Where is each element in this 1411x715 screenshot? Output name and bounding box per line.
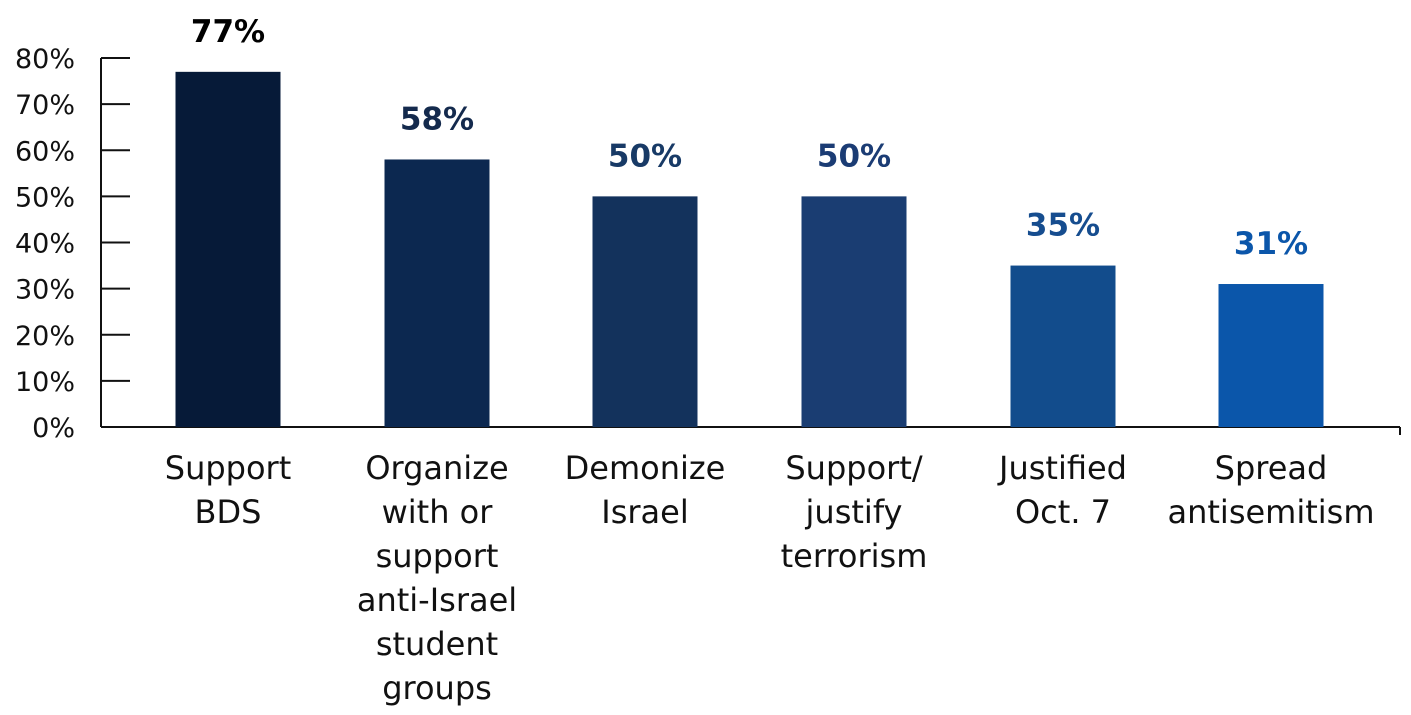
y-tick-label: 10%	[15, 367, 75, 398]
x-category-label-line: Demonize	[565, 449, 726, 487]
bar-value-label: 50%	[608, 138, 682, 174]
x-category-label-line: with or	[382, 493, 494, 531]
x-category-label-line: Organize	[365, 449, 508, 487]
y-tick-label: 0%	[32, 413, 75, 444]
x-category-label-line: Justified	[997, 449, 1127, 487]
x-category-label-line: Israel	[601, 493, 688, 531]
bar	[175, 71, 281, 428]
x-category-label: Support/justify terrorism	[781, 449, 928, 575]
x-category-label-line: terrorism	[781, 537, 928, 575]
bar-value-label: 58%	[400, 101, 474, 137]
x-category-label-line: groups	[382, 669, 492, 707]
labels: 77% Support BDS 58% Organize with or support an…	[165, 14, 1375, 707]
x-category-label: Spread antisemitism	[1167, 449, 1374, 531]
bar-value-label: 77%	[191, 14, 265, 50]
x-category-label-line: Oct. 7	[1015, 493, 1111, 531]
y-tick-label: 80%	[15, 44, 75, 75]
x-category-label-line: Spread	[1215, 449, 1328, 487]
x-category-label-line: antisemitism	[1167, 493, 1374, 531]
axes: 0% 10% 20% 30% 40% 50% 60% 70% 80%	[15, 44, 1401, 444]
bar-value-label: 50%	[817, 138, 891, 174]
bar-value-label: 31%	[1234, 226, 1308, 262]
bar-value-label: 35%	[1026, 208, 1100, 244]
x-category-label-line: anti-Israel	[357, 581, 517, 619]
bars	[175, 71, 1324, 428]
bar	[801, 196, 907, 427]
y-tick-label: 40%	[15, 229, 75, 260]
x-category-label-line: BDS	[195, 493, 262, 531]
x-category-label-line: student	[376, 625, 498, 663]
x-category-label: Justified Oct. 7	[997, 449, 1127, 531]
y-tick-label: 70%	[15, 90, 75, 121]
y-tick-label: 20%	[15, 321, 75, 352]
x-category-label: Support BDS	[165, 449, 292, 531]
x-category-label-line: Support/	[785, 449, 923, 487]
bar	[1010, 265, 1116, 427]
y-tick-label: 50%	[15, 182, 75, 213]
x-category-label-line: justify	[805, 493, 903, 531]
bar	[592, 196, 698, 427]
x-category-label: Organize with or support anti-Israel student…	[357, 449, 517, 707]
bar	[1218, 284, 1324, 427]
x-category-label-line: Support	[165, 449, 292, 487]
bar	[384, 159, 490, 427]
x-category-label: Demonize Israel	[565, 449, 726, 531]
y-tick-label: 60%	[15, 136, 75, 167]
x-category-label-line: support	[376, 537, 499, 575]
y-tick-label: 30%	[15, 275, 75, 306]
